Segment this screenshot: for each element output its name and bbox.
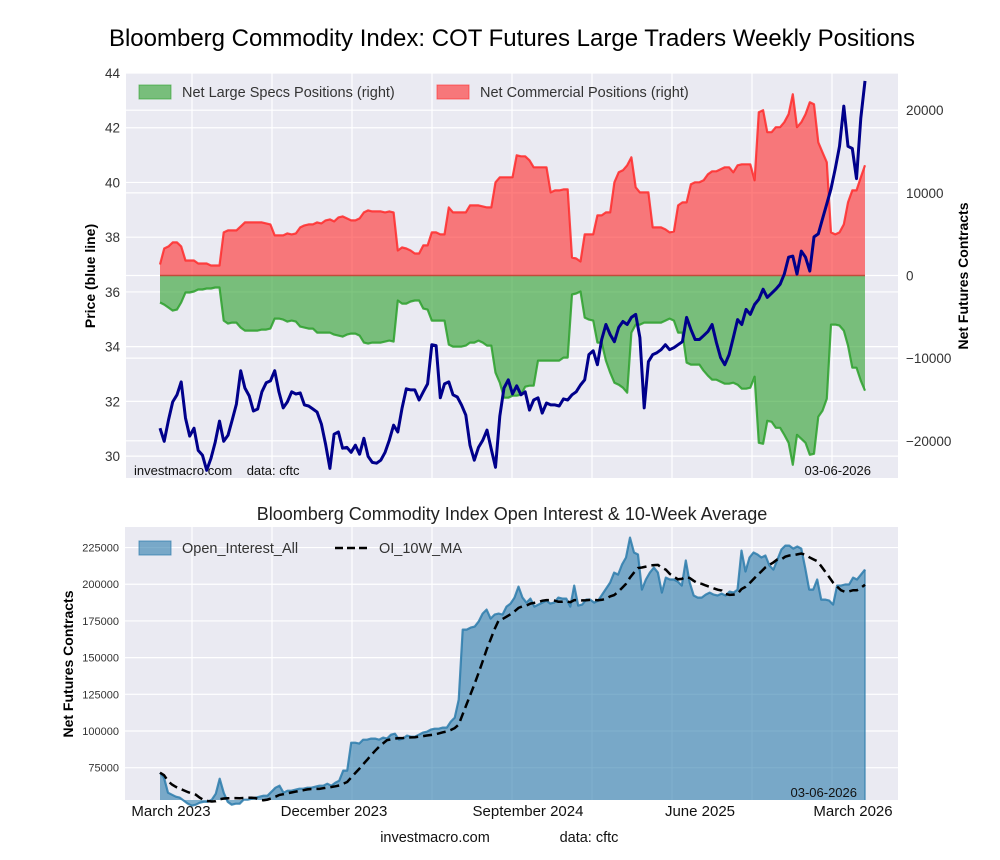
price-line-group	[158, 80, 867, 472]
oi-tick-label: 225000	[82, 543, 119, 555]
oi-line	[159, 536, 866, 807]
legend-label-oi: Open_Interest_All	[182, 541, 298, 557]
date-tick-label: September 2024	[473, 803, 584, 820]
oi-date-annotation: 03-06-2026	[791, 785, 858, 800]
oi-area	[160, 537, 865, 806]
date-tick-label: March 2023	[131, 803, 210, 820]
oi-tick-label: 100000	[82, 726, 119, 738]
legend-label-specs: Net Large Specs Positions (right)	[182, 85, 395, 101]
contracts-tick-label: −20000	[906, 434, 951, 449]
positions-panel: 30 32 34 36 38 40 42 44 −20000 −10000 0 10000 20000…	[82, 66, 971, 478]
contracts-tick-label: −10000	[906, 351, 951, 366]
date-axis-ticks: March 2023 December 2023 September 2024 Jun…	[131, 803, 892, 820]
oi-ma-group	[159, 552, 866, 803]
footer-site: investmacro.com	[380, 830, 490, 846]
oi-legend: Open_Interest_All OI_10W_MA	[138, 540, 462, 557]
legend-label-ma: OI_10W_MA	[379, 541, 462, 557]
legend-label-commercial: Net Commercial Positions (right)	[480, 85, 689, 101]
oi-tick-label: 200000	[82, 579, 119, 591]
date-tick-label: June 2025	[665, 803, 735, 820]
contracts-axis-ticks: −20000 −10000 0 10000 20000	[906, 103, 951, 449]
legend-swatch-specs	[138, 84, 172, 100]
chart-title: Bloomberg Commodity Index: COT Futures L…	[109, 25, 915, 52]
price-axis-label: Price (blue line)	[82, 224, 98, 328]
date-tick-label: December 2023	[281, 803, 388, 820]
oi-chart-title: Bloomberg Commodity Index Open Interest …	[257, 504, 768, 524]
legend-swatch-oi	[138, 540, 172, 556]
oi-tick-label: 175000	[82, 616, 119, 628]
open-interest-panel: 75000 100000 125000 150000 175000 200000 22500…	[60, 527, 898, 820]
oi-axis-label: Net Futures Contracts	[60, 590, 76, 737]
contracts-axis-label: Net Futures Contracts	[955, 202, 971, 349]
oi-ma-line	[159, 552, 866, 803]
price-tick-label: 32	[105, 394, 120, 409]
oi-tick-label: 125000	[82, 689, 119, 701]
oi-axis-ticks: 75000 100000 125000 150000 175000 200000 22500…	[82, 543, 119, 775]
contracts-tick-label: 20000	[906, 103, 944, 118]
date-annotation: 03-06-2026	[805, 463, 872, 478]
price-line	[158, 80, 867, 472]
oi-tick-label: 75000	[88, 763, 119, 775]
oi-tick-label: 150000	[82, 653, 119, 665]
price-tick-label: 36	[105, 285, 120, 300]
commercial-line	[158, 93, 867, 267]
commercial-area	[160, 94, 865, 276]
price-tick-label: 42	[105, 121, 120, 136]
price-axis-ticks: 30 32 34 36 38 40 42 44	[105, 66, 121, 464]
price-tick-label: 34	[105, 340, 121, 355]
price-tick-label: 38	[105, 230, 120, 245]
positions-legend: Net Large Specs Positions (right) Net Co…	[138, 84, 689, 101]
oi-area-group	[159, 536, 866, 807]
specs-line	[159, 286, 867, 466]
price-tick-label: 40	[105, 175, 120, 190]
footer-source: data: cftc	[560, 830, 619, 846]
contracts-tick-label: 10000	[906, 186, 944, 201]
legend-swatch-commercial	[436, 84, 470, 100]
source-annotation: investmacro.com data: cftc	[134, 463, 300, 478]
price-tick-label: 30	[105, 449, 120, 464]
price-tick-label: 44	[105, 66, 121, 81]
date-tick-label: March 2026	[813, 803, 892, 820]
contracts-tick-label: 0	[906, 269, 914, 284]
